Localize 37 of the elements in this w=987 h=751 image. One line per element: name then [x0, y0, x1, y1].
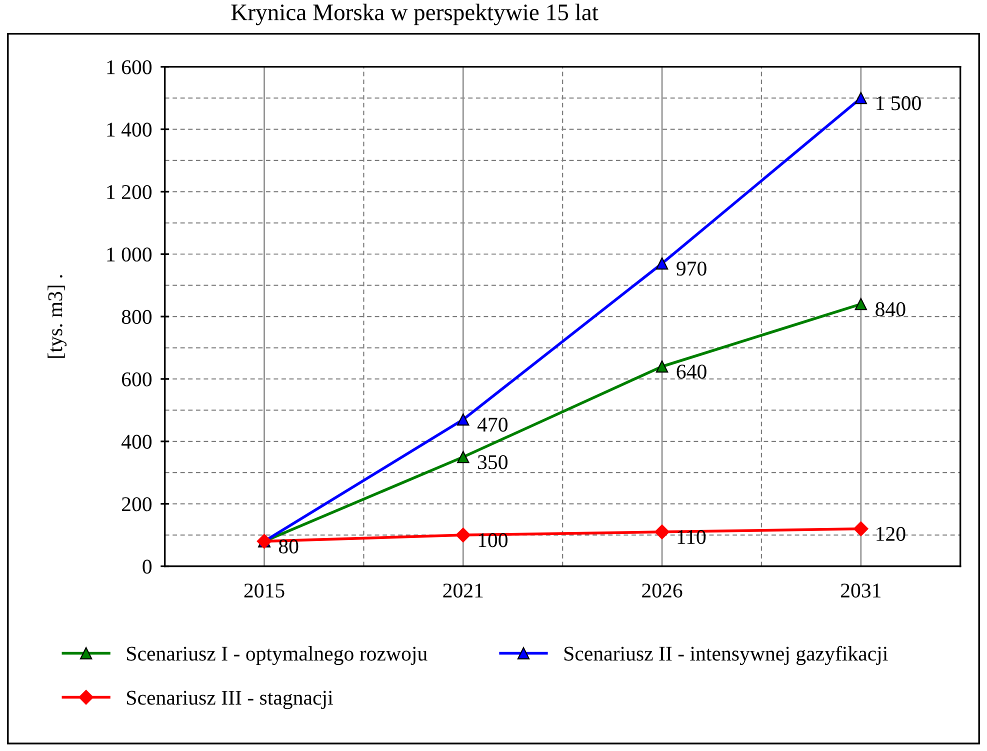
x-tick-label: 2015 — [244, 584, 284, 598]
data-label: 120 — [876, 526, 906, 541]
y-tick-label: 1 000 — [107, 247, 152, 262]
data-label: 80 — [278, 539, 298, 554]
data-label: 840 — [876, 302, 906, 316]
data-label: 640 — [676, 364, 706, 379]
point — [656, 257, 668, 270]
point — [853, 521, 868, 536]
point — [457, 413, 470, 426]
y-tick-label: 800 — [122, 310, 152, 324]
y-tick-label: 0 — [142, 560, 152, 574]
point — [854, 92, 868, 104]
data-label: 110 — [678, 530, 706, 544]
data-label: 470 — [477, 418, 508, 432]
point — [654, 524, 670, 540]
x-tick-label: 2031 — [840, 584, 880, 598]
y-tick-label: 400 — [121, 434, 152, 449]
y-tick-label: 1 400 — [107, 122, 152, 137]
legend-label: Scenariusz I - optymalnego rozwoju — [127, 646, 428, 665]
y-tick-label: 1 200 — [107, 185, 152, 200]
data-label: 1 500 — [876, 96, 921, 110]
y-tick-label: 600 — [122, 372, 152, 386]
point — [456, 528, 471, 542]
x-tick-label: 2026 — [642, 584, 682, 598]
data-label: 350 — [478, 455, 508, 470]
chart-title: Krynica Morska w perspektywie 15 lat — [231, 4, 598, 26]
point — [457, 450, 470, 464]
legend-label: Scenariusz III - stagnacji — [127, 690, 333, 710]
point — [854, 298, 868, 310]
legend-label: Scenariusz II - intensywnej gazyfikacji — [564, 646, 888, 665]
y-tick-label: 1 600 — [107, 60, 152, 74]
point — [656, 360, 668, 373]
data-label: 970 — [676, 262, 706, 276]
y-tick-label: 200 — [122, 497, 152, 512]
data-label: 100 — [478, 533, 508, 548]
x-tick-label: 2021 — [443, 584, 483, 598]
y-axis-title: [tys. m3] . — [48, 275, 67, 358]
